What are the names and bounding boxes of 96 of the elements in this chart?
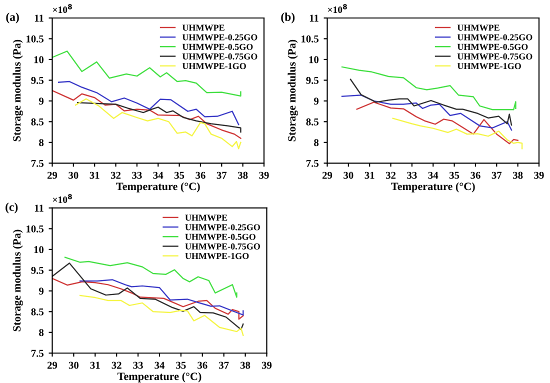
y-tick-label: 8 bbox=[39, 139, 44, 146]
legend-label: UHMWPE-0.25GO bbox=[185, 224, 260, 230]
x-tick-label: 37 bbox=[216, 172, 227, 179]
line-series bbox=[52, 90, 242, 139]
x-tick-label: 34 bbox=[154, 362, 165, 369]
legend-label: UHMWPE-0.75GO bbox=[457, 53, 532, 60]
x-tick-label: 29 bbox=[322, 172, 332, 179]
y-tick-label: 8.5 bbox=[31, 308, 44, 316]
y-tick-label: 8.5 bbox=[31, 118, 44, 126]
x-axis-title: Temperature (°C) bbox=[116, 182, 200, 192]
x-tick-label: 33 bbox=[407, 172, 417, 179]
x-tick-label: 38 bbox=[513, 172, 523, 179]
x-tick-label: 33 bbox=[132, 172, 142, 179]
y-tick-label: 10 bbox=[34, 246, 44, 254]
line-series bbox=[356, 102, 518, 144]
legend-label: UHMWPE-0.25GO bbox=[457, 34, 532, 40]
legend-label: UHMWPE-0.75GO bbox=[182, 53, 258, 60]
text: ×10$^{8}$ bbox=[52, 4, 72, 14]
legend-label: UHMWPE-0.75GO bbox=[185, 243, 260, 250]
x-tick-label: 39 bbox=[259, 172, 269, 179]
x-tick-label: 31 bbox=[90, 172, 100, 179]
y-axis-title: Storage modulus (Pa) bbox=[12, 230, 23, 332]
x-tick-label: 32 bbox=[110, 172, 121, 179]
legend-label: UHMWPE bbox=[457, 24, 500, 31]
y-axis-title: Storage modulus (Pa) bbox=[288, 40, 298, 142]
text: (b) bbox=[281, 12, 295, 24]
y-axis-title: Storage modulus (Pa) bbox=[12, 40, 23, 142]
x-tick-label: 29 bbox=[47, 362, 58, 369]
x-tick-label: 36 bbox=[470, 172, 480, 179]
x-tick-label: 38 bbox=[238, 172, 248, 179]
x-tick-label: 32 bbox=[112, 362, 122, 369]
x-tick-label: 34 bbox=[428, 172, 438, 179]
legend-label: UHMWPE-0.5GO bbox=[457, 44, 528, 50]
legend-label: UHMWPE bbox=[185, 214, 228, 221]
line-series bbox=[58, 80, 240, 126]
line-series bbox=[80, 294, 244, 336]
y-tick-label: 7.5 bbox=[31, 160, 44, 167]
x-tick-label: 29 bbox=[47, 172, 58, 179]
y-tick-label: 11 bbox=[34, 14, 44, 22]
legend-label: UHMWPE-1GO bbox=[185, 253, 249, 260]
line-series bbox=[52, 262, 244, 330]
y-tick-label: 9 bbox=[314, 98, 319, 105]
x-tick-label: 31 bbox=[90, 362, 100, 369]
text: ×10$^{8}$ bbox=[328, 4, 347, 14]
y-tick-label: 11 bbox=[310, 14, 318, 22]
y-tick-label: 9.5 bbox=[31, 76, 44, 84]
y-tick-label: 8 bbox=[314, 139, 319, 146]
x-tick-label: 38 bbox=[240, 362, 250, 369]
legend-label: UHMWPE-0.25GO bbox=[182, 34, 258, 40]
x-tick-label: 30 bbox=[68, 362, 79, 369]
y-tick-label: 9.5 bbox=[31, 266, 44, 274]
y-tick-label: 9 bbox=[38, 288, 44, 295]
line-series bbox=[341, 94, 512, 131]
y-tick-label: 7.5 bbox=[306, 160, 319, 167]
x-axis-title: Temperature (°C) bbox=[117, 372, 202, 382]
line-series bbox=[392, 118, 523, 150]
y-tick-label: 10 bbox=[309, 56, 319, 64]
y-tick-label: 7.5 bbox=[31, 350, 44, 357]
text: ×10$^{8}$ bbox=[52, 194, 72, 204]
x-axis-title: Temperature (°C) bbox=[391, 182, 475, 192]
x-tick-label: 37 bbox=[219, 362, 229, 369]
x-tick-label: 35 bbox=[176, 362, 186, 369]
x-tick-label: 36 bbox=[196, 172, 206, 179]
y-tick-label: 10.5 bbox=[302, 35, 319, 42]
legend-label: UHMWPE-0.5GO bbox=[182, 44, 253, 50]
y-tick-label: 9 bbox=[38, 98, 44, 105]
x-tick-label: 32 bbox=[386, 172, 396, 179]
y-tick-label: 10 bbox=[34, 56, 44, 64]
x-tick-label: 30 bbox=[68, 172, 78, 179]
line-series bbox=[77, 102, 242, 133]
x-tick-label: 39 bbox=[262, 362, 272, 369]
x-tick-label: 33 bbox=[133, 362, 143, 369]
y-tick-label: 10.5 bbox=[26, 225, 44, 232]
x-tick-label: 37 bbox=[492, 172, 502, 179]
text: (c) bbox=[6, 202, 18, 214]
x-tick-label: 34 bbox=[153, 172, 164, 179]
x-tick-label: 35 bbox=[449, 172, 460, 179]
line-series bbox=[52, 278, 244, 320]
y-tick-label: 11 bbox=[34, 204, 44, 212]
legend-label: UHMWPE-1GO bbox=[182, 63, 246, 70]
line-series bbox=[80, 279, 244, 316]
x-tick-label: 30 bbox=[344, 172, 354, 179]
y-tick-label: 10.5 bbox=[26, 35, 44, 42]
line-series bbox=[350, 78, 512, 126]
y-tick-label: 8 bbox=[39, 329, 44, 336]
y-tick-label: 8.5 bbox=[306, 118, 319, 126]
x-tick-label: 31 bbox=[364, 172, 374, 179]
legend-label: UHMWPE-0.5GO bbox=[185, 234, 256, 240]
x-tick-label: 35 bbox=[174, 172, 184, 179]
line-series bbox=[74, 98, 242, 150]
x-tick-label: 39 bbox=[534, 172, 544, 179]
text: (a) bbox=[6, 12, 19, 24]
legend-label: UHMWPE-1GO bbox=[457, 63, 521, 70]
legend-label: UHMWPE bbox=[182, 24, 224, 31]
x-tick-label: 36 bbox=[198, 362, 208, 369]
y-tick-label: 9.5 bbox=[306, 76, 319, 84]
